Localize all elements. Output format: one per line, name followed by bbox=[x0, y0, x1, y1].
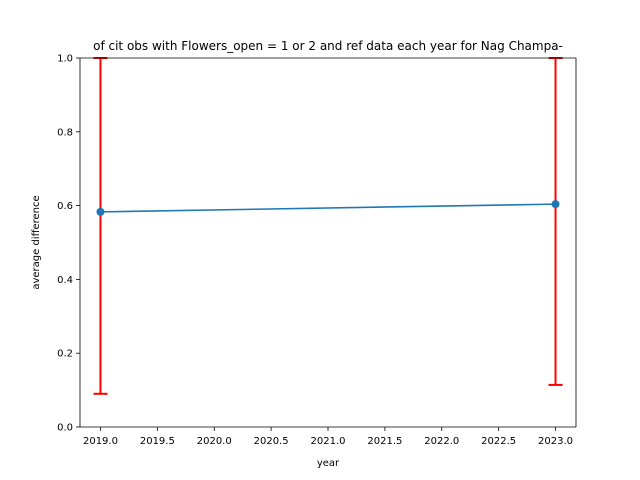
series-layer bbox=[93, 57, 563, 395]
y-tick-label: 1.0 bbox=[57, 54, 73, 65]
x-tick-label: 2021.0 bbox=[311, 436, 346, 447]
y-tick-label: 0.8 bbox=[57, 127, 73, 138]
plot-area bbox=[80, 58, 576, 427]
x-tick-label: 2019.0 bbox=[83, 436, 118, 447]
x-tick-label: 2020.5 bbox=[254, 436, 289, 447]
x-tick-label: 2021.5 bbox=[367, 436, 402, 447]
x-tick-label: 2020.0 bbox=[197, 436, 232, 447]
data-point bbox=[551, 200, 560, 209]
y-tick-label: 0.4 bbox=[57, 275, 73, 286]
data-point bbox=[96, 207, 105, 216]
series-line bbox=[100, 203, 556, 213]
x-tick-label: 2023.0 bbox=[538, 436, 573, 447]
x-axis-label: year bbox=[317, 458, 340, 469]
chart-title: of cit obs with Flowers_open = 1 or 2 an… bbox=[93, 39, 563, 53]
y-tick-label: 0.6 bbox=[57, 201, 73, 212]
x-tick-label: 2019.5 bbox=[140, 436, 175, 447]
y-axis-ticks: 0.0 0.2 0.4 0.6 0.8 1.0 bbox=[57, 54, 80, 434]
y-tick-label: 0.0 bbox=[57, 423, 73, 434]
y-axis-label: average difference bbox=[31, 195, 42, 289]
x-axis-ticks: 2019.0 2019.5 2020.0 2020.5 2021.0 2021.5 2022… bbox=[83, 427, 573, 447]
y-tick-label: 0.2 bbox=[57, 349, 73, 360]
x-tick-label: 2022.5 bbox=[481, 436, 516, 447]
x-tick-label: 2022.0 bbox=[424, 436, 459, 447]
